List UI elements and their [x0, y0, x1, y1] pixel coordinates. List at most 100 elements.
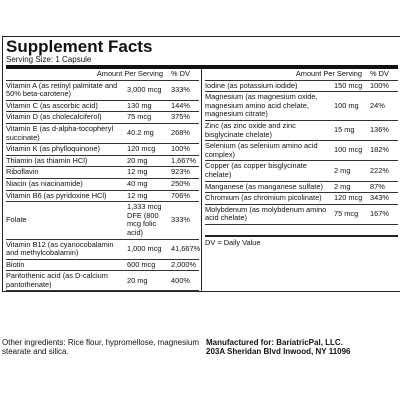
supplement-facts-panel: Supplement Facts Serving Size: 1 Capsule…: [2, 36, 400, 293]
daily-value: 333%: [171, 215, 190, 225]
nutrient-row: Chromium (as chromium picolinate) 120 mcg…: [205, 193, 398, 205]
amount: 2 mg: [334, 165, 351, 175]
daily-value: 182%: [370, 145, 389, 155]
nutrient: Chromium (as chromium picolinate): [205, 193, 322, 203]
ingredients: Other ingredients: Rice flour, hypromell…: [2, 338, 199, 356]
nutrient-row: Magnesium (as magnesium oxide, magnesium…: [205, 92, 398, 121]
amount: 130 mg: [127, 100, 152, 110]
address: 203A Sheridan Blvd Inwood, NY 11096: [206, 347, 351, 356]
daily-value: 343%: [370, 193, 389, 203]
title: Supplement Facts: [6, 37, 153, 56]
daily-value: 100%: [370, 80, 389, 90]
amount: 20 mg: [127, 155, 148, 165]
amount: 20 mg: [127, 275, 148, 285]
nutrient: Pantothenic acid (as D-calcium pantothen…: [6, 271, 108, 289]
daily-value: 706%: [171, 190, 190, 200]
daily-value: 144%: [171, 100, 190, 110]
nutrient-row: Vitamin A (as retinyl palmitate and 50% …: [6, 81, 199, 101]
amount: 1,333 mcg DFE (800 mcg folic acid): [127, 202, 162, 237]
nutrient: Vitamin B6 (as pyridoxine HCl): [6, 190, 107, 200]
nutrient: Vitamin K (as phylloquinone): [6, 144, 100, 154]
nutrient-row: Copper (as copper bisglycinate chelate) 2…: [205, 161, 398, 182]
nutrient-row: Manganese (as manganese sulfate) 2 mg 87%: [205, 182, 398, 194]
daily-value: 24%: [370, 100, 385, 110]
amount: 12 mg: [127, 190, 148, 200]
amount: 2 mg: [334, 181, 351, 191]
nutrient: Vitamin C (as ascorbic acid): [6, 100, 98, 110]
daily-value: 250%: [171, 178, 190, 188]
manufacturer-info: Manufactured for: BariatricPal, LLC. 203…: [202, 338, 351, 356]
daily-value: 1,667%: [171, 155, 197, 165]
header-row: Amount Per Serving % DV: [205, 69, 398, 81]
nutrient-row: Zinc (as zinc oxide and zinc bisglycinat…: [205, 120, 398, 142]
footer: Other ingredients: Rice flour, hypromell…: [2, 338, 398, 356]
daily-value: 100%: [171, 144, 190, 154]
nutrient-row: Vitamin C (as ascorbic acid) 130 mg 144%: [6, 101, 199, 113]
nutrient: Riboflavin: [6, 167, 39, 177]
nutrient: Biotin: [6, 259, 25, 269]
amount: 40 mg: [127, 178, 148, 188]
thick-rule: [6, 65, 398, 69]
nutrient: Zinc (as zinc oxide and zinc bisglycinat…: [205, 120, 296, 139]
nutrient-row: Niacin (as niacinamide) 40 mg 250%: [6, 179, 199, 191]
nutrient-row: Thiamin (as thiamin HCl) 20 mg 1,667%: [6, 156, 199, 168]
amount: 75 mcg: [127, 112, 152, 122]
nutrient-row: Iodine (as potassium iodide) 150 mcg 100%: [205, 81, 398, 93]
daily-value: 41,667%: [171, 243, 201, 253]
serving-size: Serving Size: 1 Capsule: [6, 55, 92, 64]
daily-value: 333%: [171, 84, 190, 94]
daily-value: 87%: [370, 181, 385, 191]
daily-value: 167%: [370, 209, 389, 219]
nutrient: Magnesium (as magnesium oxide, magnesium…: [205, 92, 318, 119]
amount: 75 mcg: [334, 209, 359, 219]
nutrient: Vitamin E (as d-alpha-tocopheryl succina…: [6, 123, 114, 142]
daily-value: 136%: [370, 125, 389, 135]
amount: 100 mg: [334, 100, 359, 110]
nutrient-row: Vitamin E (as d-alpha-tocopheryl succina…: [6, 123, 199, 145]
nutrient: Manganese (as manganese sulfate): [205, 181, 323, 191]
nutrient: Vitamin A (as retinyl palmitate and 50% …: [6, 80, 118, 99]
daily-value: 375%: [171, 112, 190, 122]
nutrient: Molybdenum (as molybdenum amino acid che…: [205, 204, 327, 223]
manufacturer: Manufactured for: BariatricPal, LLC.: [206, 338, 343, 347]
header-row: Amount Per Serving % DV: [6, 69, 199, 81]
amount: 12 mg: [127, 167, 148, 177]
right-column: Amount Per Serving % DV Iodine (as potassi…: [202, 69, 398, 291]
amount: 3,000 mcg: [127, 84, 162, 94]
amount: 150 mcg: [334, 80, 363, 90]
amount-header: Amount Per Serving: [96, 69, 163, 78]
nutrient-row: Pantothenic acid (as D-calcium pantothen…: [6, 271, 199, 292]
nutrient: Folate: [6, 215, 27, 225]
daily-value: 222%: [370, 165, 389, 175]
nutrient: Vitamin B12 (as cyanocobalamin and methy…: [6, 239, 114, 258]
nutrient: Selenium (as selenium amino acid complex…: [205, 141, 318, 159]
dv-header: % DV: [370, 69, 389, 78]
columns: Amount Per Serving % DV Vitamin A (as reti…: [6, 69, 398, 292]
nutrient-row: Biotin 600 mcg 2,000%: [6, 260, 199, 272]
daily-value: 2,000%: [171, 259, 197, 269]
left-column: Amount Per Serving % DV Vitamin A (as reti…: [6, 69, 202, 292]
dv-header: % DV: [171, 69, 190, 78]
nutrient-row: Vitamin B6 (as pyridoxine HCl) 12 mg 706%: [6, 191, 199, 203]
amount-header: Amount Per Serving: [295, 69, 362, 78]
nutrient: Vitamin D (as cholecalciferol): [6, 112, 102, 122]
nutrient: Iodine (as potassium iodide): [205, 80, 298, 90]
amount: 120 mcg: [334, 193, 363, 203]
nutrient-row: Vitamin D (as cholecalciferol) 75 mcg 375%: [6, 112, 199, 124]
nutrient-row: Selenium (as selenium amino acid complex…: [205, 141, 398, 162]
amount: 600 mcg: [127, 259, 156, 269]
daily-value: 268%: [171, 128, 190, 138]
amount: 120 mcg: [127, 144, 156, 154]
amount: 1,000 mcg: [127, 243, 162, 253]
daily-value: 400%: [171, 275, 190, 285]
nutrient-row: Vitamin B12 (as cyanocobalamin and methy…: [6, 239, 201, 260]
amount: 15 mg: [334, 125, 355, 135]
amount: 40.2 mg: [127, 128, 154, 138]
dv-note: DV = Daily Value: [205, 234, 398, 248]
nutrient-row: Folate 1,333 mcg DFE (800 mcg folic acid)…: [6, 202, 199, 240]
amount: 100 mcg: [334, 145, 363, 155]
nutrient: Niacin (as niacinamide): [6, 178, 83, 188]
nutrient: Thiamin (as thiamin HCl): [6, 155, 88, 165]
nutrient-row: Riboflavin 12 mg 923%: [6, 167, 199, 179]
